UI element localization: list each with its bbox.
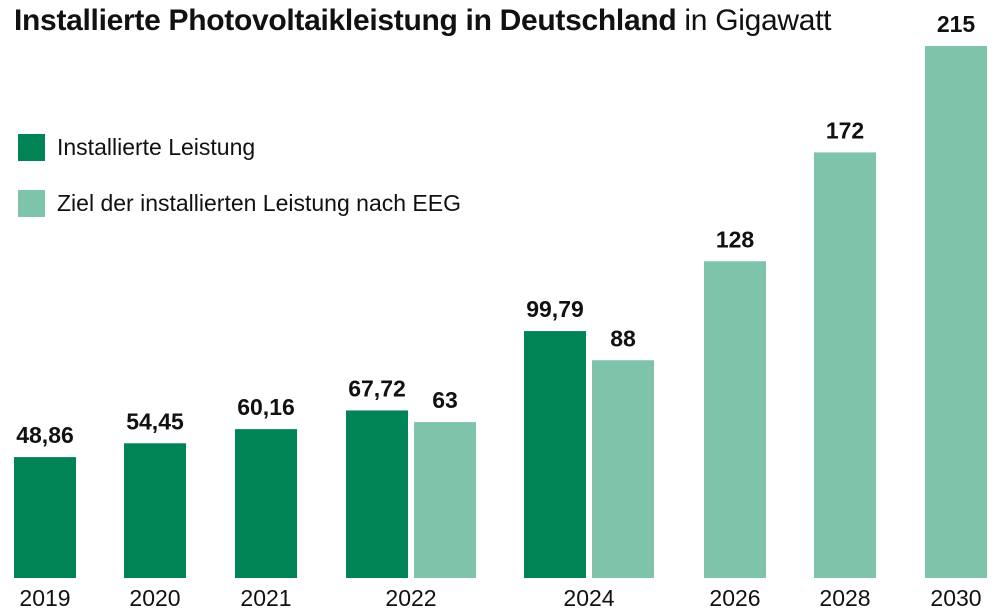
title-unit: in Gigawatt [684, 4, 832, 37]
data-label-2019-installed: 48,86 [16, 422, 74, 448]
x-tick-2026: 2026 [709, 585, 760, 611]
x-tick-2019: 2019 [19, 585, 70, 611]
x-tick-2024: 2024 [563, 585, 614, 611]
data-label-2024-installed: 99,79 [526, 296, 584, 322]
x-tick-2020: 2020 [129, 585, 180, 611]
data-label-2021-installed: 60,16 [237, 394, 295, 420]
data-label-2028-target: 172 [826, 117, 864, 143]
bar-2022-target [414, 422, 476, 578]
legend-label-installed: Installierte Leistung [57, 134, 256, 160]
bar-2019-installed [14, 457, 76, 578]
bar-2028-target [814, 152, 876, 578]
bar-2030-target [925, 46, 987, 578]
legend-swatch-installed [18, 134, 45, 161]
bar-2024-target [592, 360, 654, 578]
legend-swatch-target [18, 190, 45, 217]
bar-2020-installed [124, 443, 186, 578]
bar-2021-installed [235, 429, 297, 578]
legend-label-target: Ziel der installierten Leistung nach EEG [57, 190, 461, 216]
x-tick-2030: 2030 [930, 585, 981, 611]
data-label-2020-installed: 54,45 [126, 408, 184, 434]
bar-2024-installed [524, 331, 586, 578]
data-label-2022-target: 63 [432, 387, 458, 413]
bar-2026-target [704, 261, 766, 578]
data-label-2026-target: 128 [716, 226, 755, 252]
legend-item-target: Ziel der installierten Leistung nach EEG [18, 190, 461, 217]
x-tick-2021: 2021 [240, 585, 291, 611]
x-tick-2022: 2022 [385, 585, 436, 611]
bar-2022-installed [346, 410, 408, 578]
x-tick-2028: 2028 [819, 585, 870, 611]
chart-title: Installierte Photovoltaikleistung in Deu… [14, 4, 832, 38]
data-label-2030-target: 215 [937, 11, 976, 37]
data-label-2024-target: 88 [610, 325, 636, 351]
data-label-2022-installed: 67,72 [348, 375, 406, 401]
legend-item-installed: Installierte Leistung [18, 134, 255, 161]
title-main: Installierte Photovoltaikleistung in Deu… [14, 4, 677, 37]
